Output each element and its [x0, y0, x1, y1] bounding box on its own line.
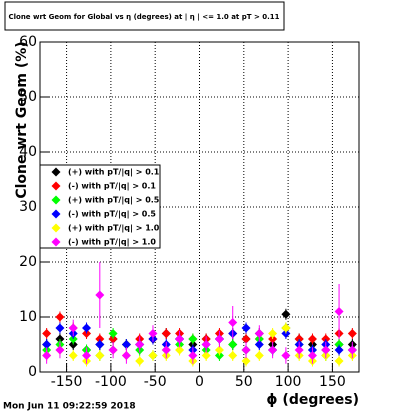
x-tick-label: 50	[235, 374, 253, 390]
y-axis-label: Clone wrt Geom (%)	[14, 41, 30, 198]
data-point	[161, 329, 171, 338]
x-tick-label: 150	[319, 374, 346, 390]
data-point	[135, 356, 145, 366]
data-point	[347, 345, 357, 355]
data-point	[68, 323, 78, 333]
legend-label: (-) with pT/|q| > 0.1	[68, 182, 156, 191]
data-point	[214, 334, 224, 344]
data-point	[148, 351, 158, 360]
data-point	[307, 351, 317, 360]
x-tick-label: -150	[51, 374, 83, 390]
data-point	[68, 351, 78, 360]
data-point	[95, 290, 105, 300]
data-point	[241, 323, 251, 333]
data-point	[42, 340, 52, 349]
data-point	[334, 345, 344, 355]
data-point	[254, 329, 264, 338]
legend-label: (-) with pT/|q| > 0.5	[68, 210, 156, 219]
data-point	[228, 318, 238, 327]
data-point	[82, 351, 92, 360]
data-point	[241, 334, 251, 344]
legend-marker	[51, 223, 61, 233]
y-tick-label: 60	[19, 34, 37, 50]
data-point	[268, 329, 278, 338]
legend-label: (+) with pT/|q| > 1.0	[68, 224, 160, 233]
data-point	[321, 345, 331, 355]
data-point	[307, 334, 317, 344]
data-point	[241, 345, 251, 355]
title-box	[4, 1, 285, 31]
data-point	[201, 340, 211, 349]
legend-marker	[51, 209, 61, 219]
data-point	[214, 345, 224, 355]
y-tick-label: 40	[19, 144, 37, 160]
data-point	[121, 351, 131, 360]
data-point	[281, 323, 291, 333]
data-point	[294, 345, 304, 355]
legend-label: (+) with pT/|q| > 0.5	[68, 196, 160, 205]
data-point	[82, 323, 92, 333]
data-point	[241, 356, 251, 366]
data-point	[95, 340, 105, 349]
x-tick-label: -50	[144, 374, 167, 390]
data-point	[188, 351, 198, 360]
data-point	[42, 329, 52, 338]
data-point	[161, 345, 171, 355]
legend-marker	[51, 195, 61, 205]
legend-marker	[51, 237, 61, 247]
x-tick-label: 100	[275, 374, 302, 390]
data-point	[334, 356, 344, 366]
data-point	[121, 340, 131, 349]
x-tick-label: -100	[95, 374, 127, 390]
data-point	[148, 329, 158, 338]
data-point	[281, 351, 291, 360]
timestamp: Mon Jun 11 09:22:59 2018	[3, 402, 136, 412]
legend-label: (+) with pT/|q| > 0.1	[68, 168, 160, 177]
x-axis-label: ϕ (degrees)	[266, 392, 359, 408]
data-point	[268, 345, 278, 355]
data-point	[135, 340, 145, 349]
legend-label: (-) with pT/|q| > 1.0	[68, 238, 156, 247]
data-point	[108, 329, 118, 338]
data-point	[347, 329, 357, 338]
data-point	[42, 351, 52, 360]
legend-marker	[51, 167, 61, 177]
data-point	[254, 351, 264, 360]
data-point	[95, 351, 105, 360]
data-point	[175, 334, 185, 344]
data-point	[55, 312, 65, 322]
data-point	[228, 351, 238, 360]
x-tick-label: 0	[195, 374, 204, 390]
data-point	[228, 340, 238, 349]
data-point	[55, 323, 65, 333]
y-tick-label: 30	[19, 199, 37, 215]
data-point	[175, 345, 185, 355]
y-tick-label: 0	[28, 364, 37, 380]
data-point	[55, 345, 65, 355]
legend-marker	[51, 181, 61, 191]
legend-box	[39, 164, 161, 249]
data-point	[188, 334, 198, 344]
data-point	[281, 309, 291, 319]
y-tick-label: 20	[19, 254, 37, 270]
data-point	[254, 340, 264, 349]
data-point	[201, 351, 211, 360]
data-point	[334, 307, 344, 316]
y-tick-label: 10	[19, 309, 37, 325]
data-point	[108, 345, 118, 355]
chart-title: Clone wrt Geom for Global vs η (degrees)…	[8, 13, 279, 22]
y-tick-label: 50	[19, 89, 37, 105]
